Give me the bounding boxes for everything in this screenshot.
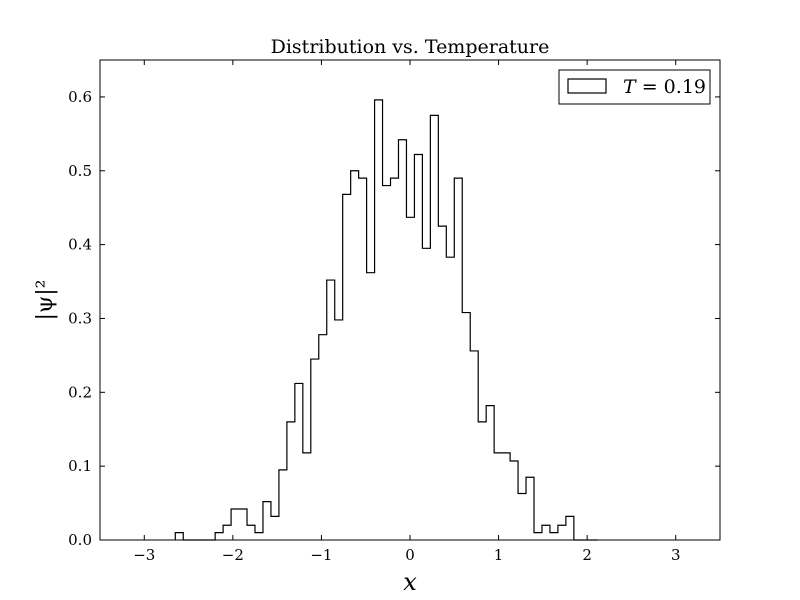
- histogram-bin: [175, 533, 183, 540]
- y-tick-label: 0.4: [68, 236, 92, 254]
- x-tick-label: 2: [582, 546, 592, 564]
- x-tick-label: 3: [671, 546, 681, 564]
- y-tick-label: 0.3: [68, 309, 92, 327]
- histogram-bin: [231, 509, 239, 540]
- legend-label-variable: T: [623, 76, 637, 98]
- histogram-bin: [215, 533, 223, 540]
- plot-area: −3 −2 −1 0 1 2 3 0.0 0.1 0.2 0.3 0.4 0.5 0.6 T = 0.19: [68, 59, 721, 564]
- legend-box: [558, 69, 711, 105]
- histogram-bin: [422, 248, 430, 540]
- histogram-bin: [534, 533, 542, 540]
- histogram-bin: [263, 502, 271, 540]
- histogram-bin: [542, 525, 550, 540]
- chart-title: Distribution vs. Temperature: [271, 36, 550, 58]
- y-tick-label: 0.0: [68, 531, 92, 549]
- histogram-bin: [343, 194, 351, 540]
- histogram-bin: [486, 406, 494, 540]
- histogram-bin: [438, 226, 446, 540]
- legend-label-value: = 0.19: [636, 76, 706, 98]
- histogram-bin: [239, 509, 247, 540]
- histogram-bin: [414, 155, 422, 540]
- x-tick-label: −3: [133, 546, 155, 564]
- y-tick-label: 0.5: [68, 162, 92, 180]
- histogram-bin: [446, 257, 454, 540]
- histogram-bin: [367, 273, 375, 540]
- histogram-step-line: [174, 99, 598, 541]
- histogram-bin: [550, 533, 558, 540]
- histogram-bin: [470, 351, 478, 540]
- histogram-bin: [430, 115, 438, 540]
- histogram-bin: [510, 461, 518, 540]
- histogram-bin: [406, 217, 414, 540]
- histogram-bin: [327, 280, 335, 540]
- y-tick-label: 0.1: [68, 457, 92, 475]
- histogram-bin: [287, 422, 295, 540]
- histogram-bin: [398, 140, 406, 540]
- histogram-bin: [319, 335, 327, 540]
- x-tick-label: −2: [222, 546, 244, 564]
- histogram-bin: [223, 525, 231, 540]
- legend-label: T = 0.19: [623, 76, 706, 98]
- histogram-bin: [255, 533, 263, 540]
- histogram-bin: [494, 453, 502, 540]
- histogram-bin: [558, 525, 566, 540]
- histogram-bin: [454, 178, 462, 540]
- x-axis-label: x: [403, 568, 417, 596]
- x-tick-label: 0: [405, 546, 415, 564]
- histogram-bin: [391, 178, 399, 540]
- histogram-bin: [303, 453, 311, 540]
- legend-swatch: [567, 78, 607, 94]
- y-tick-label: 0.2: [68, 383, 92, 401]
- histogram-bin: [502, 453, 510, 540]
- x-tick-label: −1: [310, 546, 332, 564]
- histogram-bin: [247, 525, 255, 540]
- histogram-bin: [279, 470, 287, 540]
- histogram-bin: [526, 477, 534, 540]
- histogram-bin: [295, 383, 303, 540]
- histogram-bin: [462, 313, 470, 540]
- y-axis-label: |ψ|²: [33, 280, 58, 321]
- histogram-bin: [335, 320, 343, 540]
- histogram-bin: [518, 493, 526, 540]
- histogram-bin: [383, 186, 391, 540]
- histogram-bin: [375, 100, 383, 540]
- histogram-bin: [271, 516, 279, 540]
- y-tick-label: 0.6: [68, 88, 92, 106]
- histogram-bin: [311, 359, 319, 540]
- histogram-bin: [351, 171, 359, 540]
- histogram-bin: [478, 422, 486, 540]
- histogram-bin: [566, 516, 574, 540]
- x-tick-label: 1: [494, 546, 504, 564]
- histogram-bin: [359, 178, 367, 540]
